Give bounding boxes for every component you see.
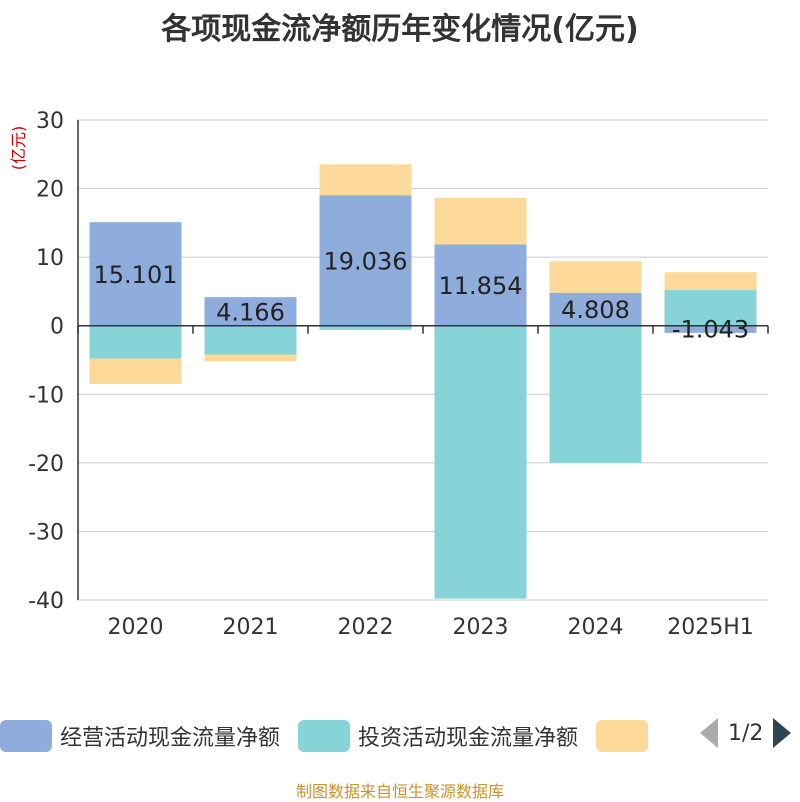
y-tick-label: 0 [50, 315, 64, 340]
legend-item-investing[interactable]: 投资活动现金流量净额 [298, 720, 578, 752]
bar-operating [319, 195, 412, 326]
y-tick-label: 30 [36, 109, 64, 134]
x-tick-label: 2025H1 [667, 615, 754, 640]
prev-page-icon[interactable] [700, 718, 718, 748]
next-page-icon[interactable] [773, 718, 792, 748]
bar-operating [434, 244, 527, 326]
bar-investing [434, 325, 527, 599]
x-tick-label: 2023 [453, 615, 509, 640]
y-tick-label: -30 [28, 520, 64, 545]
y-tick-label: -10 [28, 383, 64, 408]
x-tick-label: 2022 [338, 615, 394, 640]
bar-investing [549, 325, 642, 463]
legend-item-financing[interactable] [596, 720, 656, 752]
data-label: 11.854 [439, 272, 523, 300]
data-source-footer: 制图数据来自恒生聚源数据库 [295, 782, 504, 801]
bar-investing [89, 325, 182, 359]
y-tick-label: -40 [28, 589, 64, 614]
y-tick-label: 20 [36, 178, 64, 203]
data-label: 19.036 [324, 247, 408, 275]
bar-operating [549, 292, 642, 326]
legend-item-operating[interactable]: 经营活动现金流量净额 [0, 720, 280, 752]
bar-financing [434, 197, 527, 245]
legend-pager: 1/2 [700, 718, 792, 748]
data-label: 4.808 [561, 296, 630, 324]
bar-investing [204, 325, 297, 355]
bar-financing [204, 354, 297, 362]
data-label: 4.166 [216, 298, 285, 326]
x-tick-label: 2024 [568, 615, 624, 640]
data-label: 15.101 [94, 261, 178, 289]
chart-title: 各项现金流净额历年变化情况(亿元) [161, 12, 639, 47]
legend-swatch-financing [596, 720, 649, 752]
bar-investing [319, 325, 412, 330]
bar-operating [89, 222, 182, 326]
y-tick-label: -20 [28, 452, 64, 477]
bar-operating [204, 297, 297, 326]
bar-financing [549, 261, 642, 293]
y-tick-label: 10 [36, 246, 64, 271]
bar-financing [664, 272, 757, 291]
legend-swatch-investing [298, 720, 351, 752]
legend-swatch-operating [0, 720, 52, 752]
bar-financing [319, 164, 412, 196]
legend: 经营活动现金流量净额 投资活动现金流量净额 [0, 716, 674, 756]
bar-operating [664, 325, 757, 333]
bar-investing [664, 290, 757, 326]
chart-plot: 30 20 10 0 -10 -20 -30 -40 (亿元) 15.101 4.166 19.036… [9, 109, 769, 640]
bar-financing [89, 358, 182, 384]
legend-page-indicator: 1/2 [728, 720, 764, 746]
legend-label-operating: 经营活动现金流量净额 [60, 726, 281, 751]
data-label: -1.043 [672, 316, 749, 344]
legend-label-investing: 投资活动现金流量净额 [358, 726, 579, 751]
x-tick-label: 2020 [108, 615, 164, 640]
x-tick-label: 2021 [223, 615, 279, 640]
y-unit-label: (亿元) [9, 126, 28, 171]
